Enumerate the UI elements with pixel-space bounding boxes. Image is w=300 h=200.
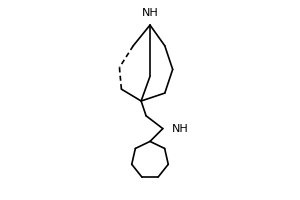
- Text: NH: NH: [172, 124, 188, 134]
- Text: NH: NH: [142, 8, 158, 18]
